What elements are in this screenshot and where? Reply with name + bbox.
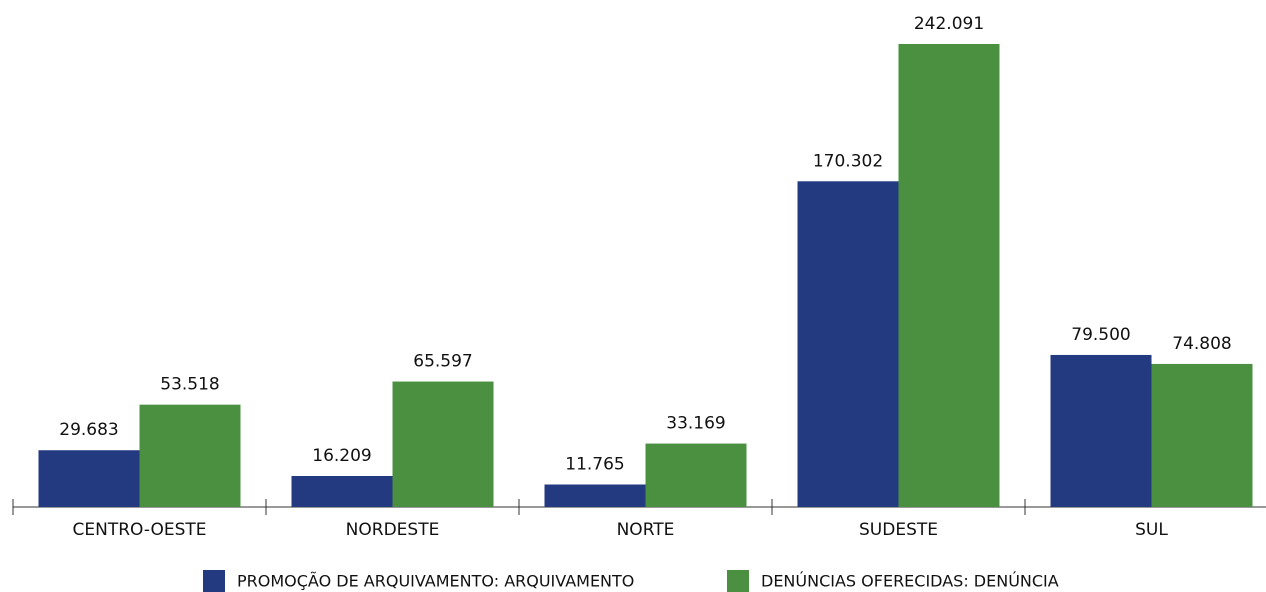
x-tick-label: SUDESTE [859,520,938,540]
data-label: 170.302 [813,151,883,171]
data-label: 29.683 [59,420,118,440]
bar [1151,363,1253,507]
bar [898,44,1000,507]
bar [38,450,140,507]
data-label: 33.169 [666,414,725,434]
legend-label: DENÚNCIAS OFERECIDAS: DENÚNCIA [761,572,1059,591]
data-label: 53.518 [160,375,219,395]
x-tick-label: SUL [1135,520,1168,540]
bar [1050,354,1152,507]
bar [291,476,393,507]
legend-swatch [203,570,225,592]
bar [139,404,241,507]
data-label: 79.500 [1071,325,1130,345]
data-label: 65.597 [413,352,472,372]
x-tick-label: CENTRO-OESTE [72,520,206,540]
bar [645,443,747,507]
data-label: 242.091 [914,14,984,34]
bar [392,381,494,507]
bar [797,181,899,507]
legend-swatch [727,570,749,592]
legend-label: PROMOÇÃO DE ARQUIVAMENTO: ARQUIVAMENTO [237,572,634,591]
data-label: 11.765 [565,454,624,474]
x-tick-label: NORTE [617,520,675,540]
data-label: 74.808 [1172,334,1231,354]
data-label: 16.209 [312,446,371,466]
bar [544,484,646,507]
x-tick-label: NORDESTE [346,520,440,540]
